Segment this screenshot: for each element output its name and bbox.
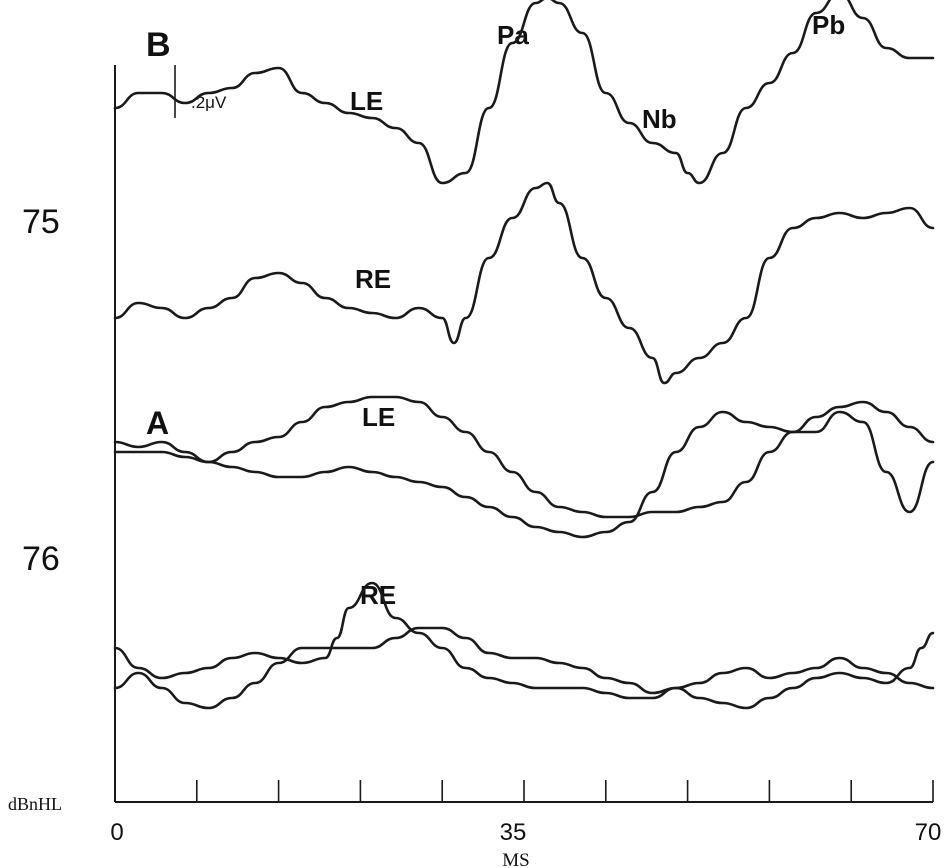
peak-label-nb: Nb	[642, 104, 677, 134]
y-axis-label: dBnHL	[8, 794, 62, 814]
trace-a-re-repeat	[113, 626, 935, 710]
x-tick-label-35: 35	[500, 819, 527, 846]
x-axis-label: MS	[502, 850, 529, 868]
scale-bar-label: .2μV	[191, 93, 227, 112]
trace-b-re	[113, 181, 935, 385]
x-tick-label-0: 0	[110, 819, 123, 846]
x-tick-label-70: 70	[915, 819, 942, 846]
level-label-75: 75	[22, 203, 60, 241]
trace-a-re	[113, 581, 935, 710]
trace-a-le	[113, 395, 935, 519]
trace-label-a-re: RE	[360, 580, 396, 610]
panel-label-a: A	[146, 405, 169, 441]
trace-label-a-le: LE	[362, 402, 395, 432]
peak-label-pb: Pb	[812, 10, 845, 40]
panel-label-b: B	[146, 26, 171, 64]
x-ticks	[114, 780, 934, 802]
level-label-76: 76	[22, 540, 60, 578]
trace-label-b-re: RE	[355, 264, 391, 294]
traces	[113, 0, 935, 710]
trace-label-b-le: LE	[350, 86, 383, 116]
trace-b-le	[113, 0, 935, 185]
trace-a-le-repeat	[113, 410, 935, 539]
